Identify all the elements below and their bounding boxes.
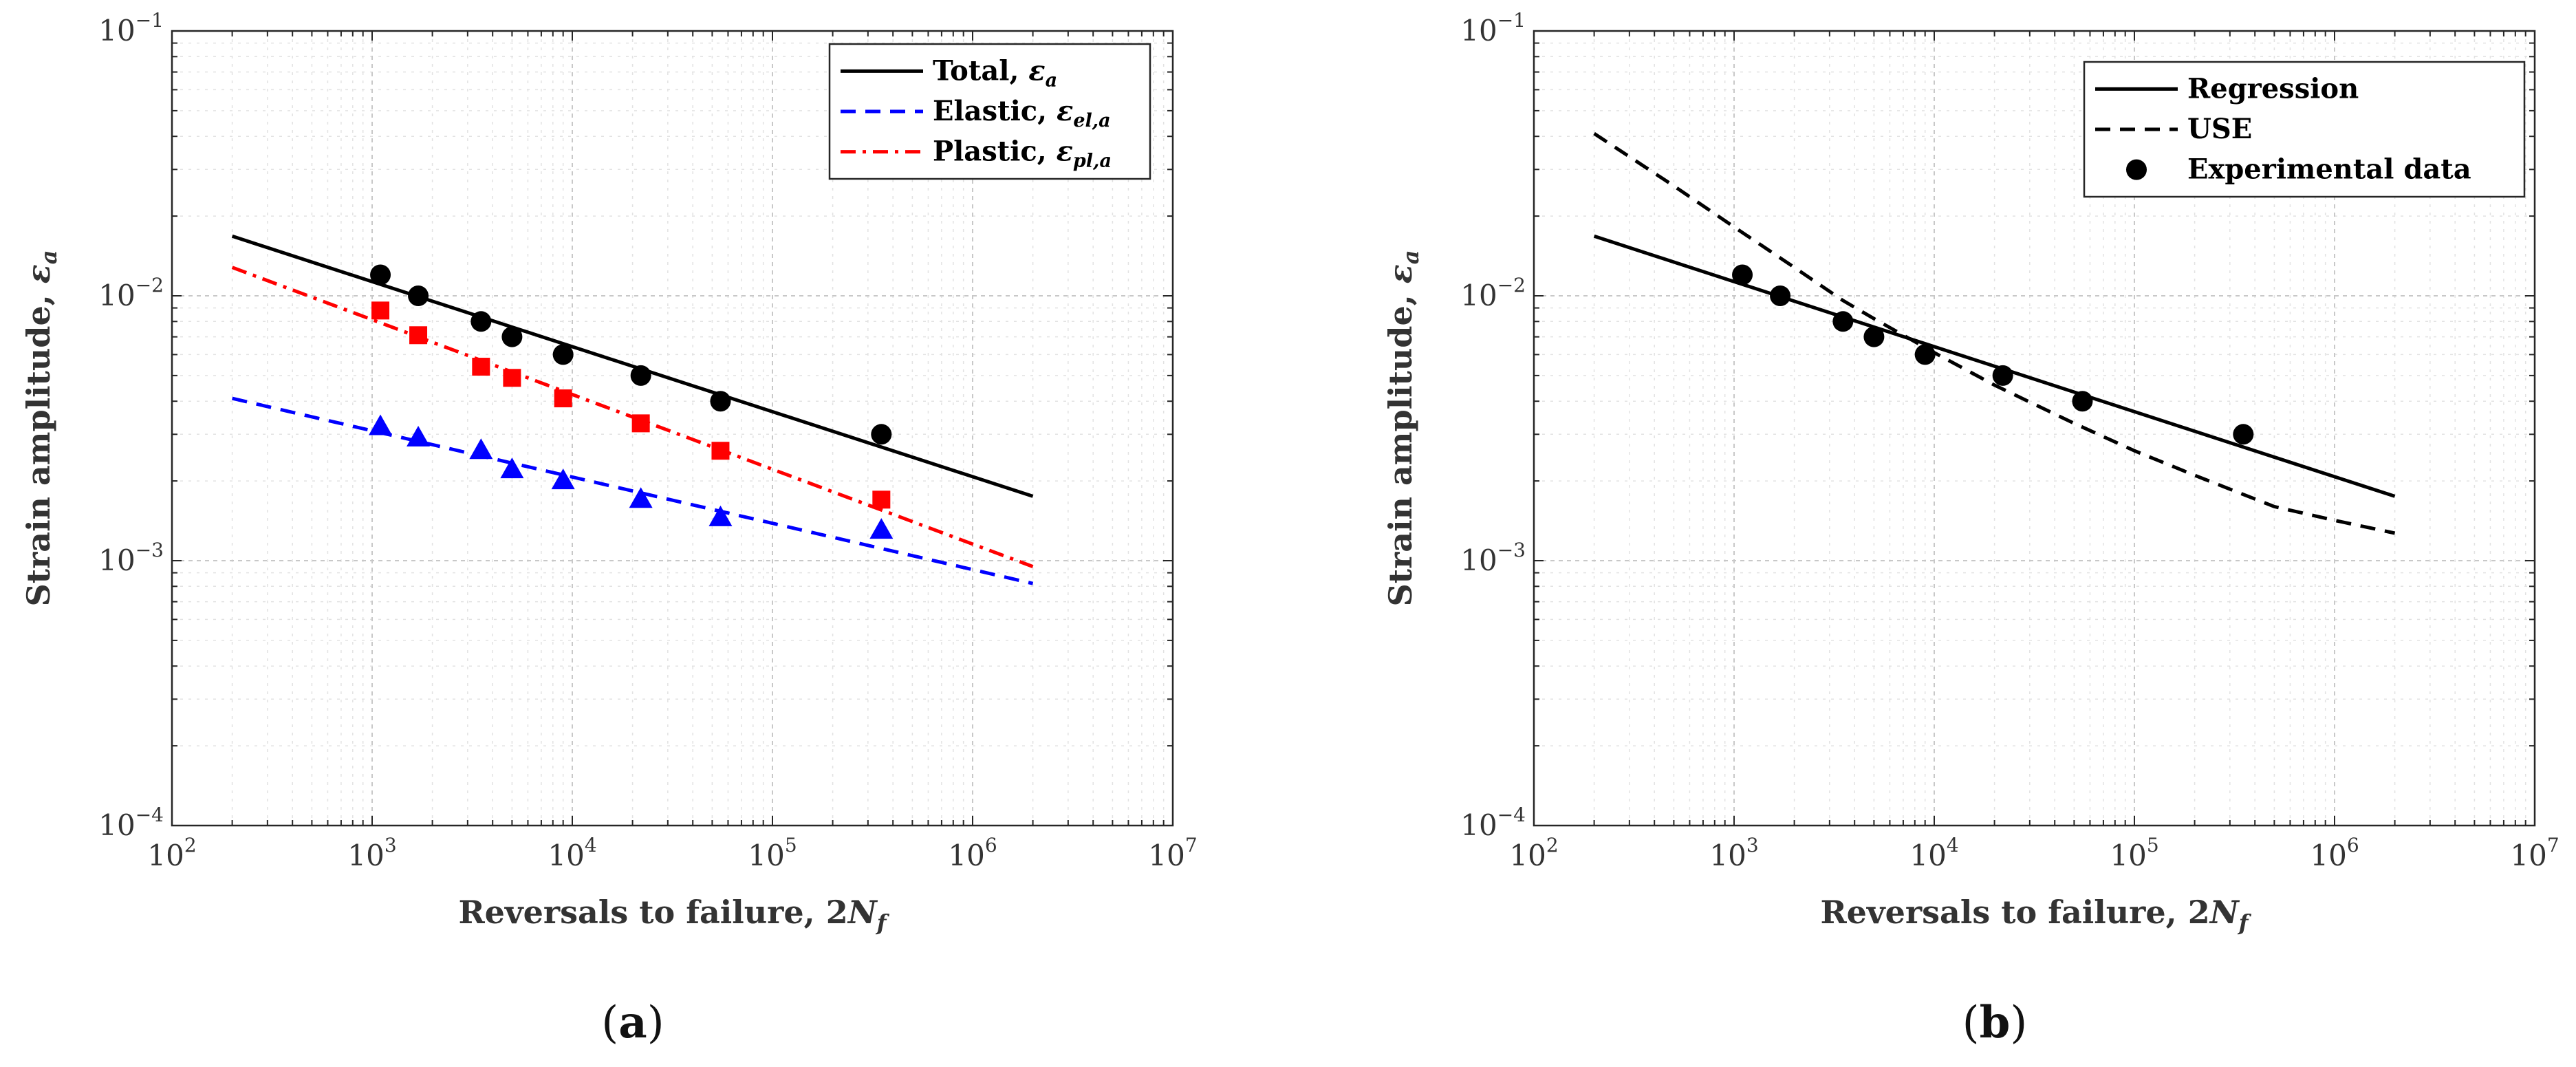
data-point-circle	[1732, 264, 1753, 285]
y-tick-label: 10−1	[1460, 9, 1526, 47]
legend-entry: Plastic, εpl,a	[933, 136, 1112, 172]
x-tick-label: 104	[548, 834, 596, 872]
y-axis-label: Strain amplitude, εa	[1382, 250, 1424, 607]
y-tick-label: 10−4	[1460, 804, 1526, 842]
x-tick-label: 105	[748, 834, 797, 872]
data-point-triangle	[708, 505, 733, 526]
data-point-triangle	[369, 414, 393, 435]
data-point-square	[711, 442, 730, 460]
x-tick-label: 104	[1909, 834, 1958, 872]
data-point-circle	[2072, 391, 2093, 412]
y-tick-label: 10−1	[98, 9, 164, 47]
data-point-circle	[630, 365, 651, 386]
series-line-1	[1593, 132, 2396, 535]
data-point-circle	[552, 344, 574, 365]
legend-entry: Experimental data	[2187, 153, 2471, 186]
data-point-triangle	[407, 425, 431, 446]
data-point-triangle	[469, 438, 493, 460]
data-point-square	[472, 358, 490, 376]
legend-entry: Elastic, εel,a	[933, 95, 1111, 131]
data-point-triangle	[869, 518, 894, 539]
data-point-square	[503, 369, 521, 387]
data-point-triangle	[629, 487, 653, 508]
data-point-circle	[501, 326, 523, 347]
x-axis-label: Reversals to failure, 2Nf	[458, 894, 889, 936]
series-line-1	[232, 396, 1034, 585]
x-tick-label: 103	[1709, 834, 1758, 872]
data-point-circle	[1770, 285, 1791, 306]
y-tick-label: 10−3	[98, 539, 164, 577]
x-tick-label: 106	[948, 834, 997, 872]
legend-box	[828, 43, 1151, 180]
legend-entry: Regression	[2187, 72, 2359, 105]
x-axis-label: Reversals to failure, 2Nf	[1820, 894, 2251, 936]
data-point-circle	[710, 391, 731, 412]
series-line-0	[231, 234, 1034, 498]
panel-label: (b)	[1962, 997, 2028, 1048]
data-point-square	[554, 389, 572, 408]
tick-marks	[1533, 30, 2535, 826]
x-tick-label: 107	[2510, 834, 2559, 872]
data-layer	[1593, 132, 2396, 535]
data-point-circle	[1832, 311, 1854, 332]
data-point-circle	[871, 424, 892, 445]
axes-frame	[171, 30, 1174, 827]
chart-panel-a: 102 103 104 105 106 107 10−4 10−3 10−2 10−1 Revers…	[20, 9, 1198, 1048]
x-tick-label: 102	[147, 834, 196, 872]
legend: Total, εa Elastic, εel,a Plastic, εpl,a	[828, 43, 1151, 180]
data-point-circle	[1863, 326, 1885, 347]
x-tick-label: 102	[1509, 834, 1558, 872]
x-tick-label: 105	[2110, 834, 2158, 872]
data-point-triangle	[500, 457, 524, 479]
panel-label: (a)	[601, 997, 664, 1048]
data-point-circle	[470, 311, 492, 332]
data-point-square	[371, 301, 390, 320]
data-point-circle	[2233, 424, 2254, 445]
legend: Regression USE Experimental data	[2083, 61, 2526, 198]
tick-marks	[171, 30, 1173, 826]
data-point-circle	[370, 264, 391, 285]
legend-marker-swatch	[2126, 159, 2147, 180]
chart-panel-b: 102 103 104 105 106 107 10−4 10−3 10−2 10−1 Revers…	[1382, 9, 2559, 1048]
data-layer	[231, 234, 1034, 585]
y-tick-label: 10−3	[1460, 539, 1526, 577]
legend-entry: USE	[2187, 113, 2252, 145]
grid	[171, 30, 1173, 826]
y-tick-label: 10−2	[1460, 274, 1526, 312]
x-tick-label: 106	[2310, 834, 2359, 872]
data-point-triangle	[551, 468, 575, 490]
data-point-circle	[1992, 365, 2013, 386]
data-point-square	[631, 414, 650, 433]
data-point-circle	[1914, 344, 1936, 365]
x-tick-label: 107	[1148, 834, 1197, 872]
series-line-0	[1593, 234, 2396, 498]
data-point-circle	[408, 285, 429, 306]
data-point-square	[409, 326, 428, 345]
x-tick-label: 103	[347, 834, 396, 872]
data-point-square	[872, 491, 891, 509]
y-tick-label: 10−4	[98, 804, 164, 842]
y-tick-label: 10−2	[98, 274, 164, 312]
y-axis-label: Strain amplitude, εa	[20, 250, 62, 607]
axes-frame	[1533, 30, 2536, 827]
legend-entry: Total, εa	[933, 54, 1057, 91]
